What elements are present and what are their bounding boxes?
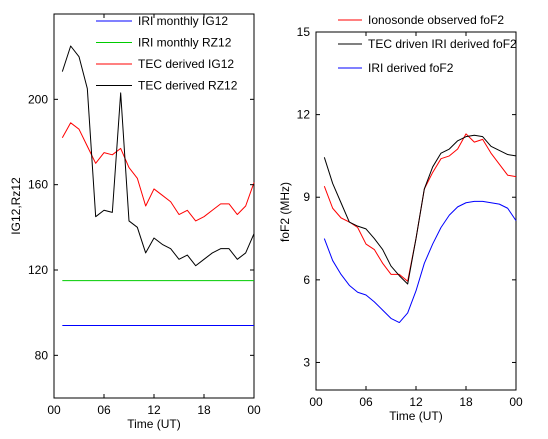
x-tick-label: 18 — [197, 403, 211, 417]
plot-area-frame — [315, 31, 517, 391]
y-tick-label: 12 — [297, 108, 311, 122]
series-line-iri-derived-fof2 — [323, 200, 517, 324]
y-tick-label: 160 — [28, 178, 48, 192]
series-lines — [61, 45, 255, 326]
y-tick-label: 9 — [303, 190, 310, 204]
legend-entry: IRI monthly IG12 — [138, 14, 228, 28]
legend-entry: TEC derived IG12 — [138, 57, 234, 71]
x-tick-label: 06 — [97, 403, 111, 417]
y-axis-label: foF2 (MHz) — [278, 182, 292, 242]
x-tick-label: 18 — [459, 395, 473, 409]
legend-entry: IRI monthly RZ12 — [138, 36, 232, 50]
legend-entry: Ionosonde observed foF2 — [368, 13, 504, 27]
y-tick-label: 120 — [28, 263, 48, 277]
axis-ticks: 00 06 12 18 00 80 120 160 200 — [28, 14, 261, 417]
y-tick-label: 80 — [35, 348, 49, 362]
legend-entry: IRI derived foF2 — [368, 61, 454, 75]
x-tick-label: 00 — [509, 395, 523, 409]
series-line-tec-derived-ig12 — [61, 122, 255, 222]
y-tick-label: 6 — [303, 273, 310, 287]
legend-entry: TEC driven IRI derived foF2 — [368, 37, 517, 51]
legend: Ionosonde observed foF2 TEC driven IRI de… — [338, 13, 517, 75]
series-line-ionosonde-observed-fof2 — [323, 133, 517, 282]
y-tick-label: 3 — [303, 355, 310, 369]
legend-entry: TEC derived RZ12 — [138, 79, 238, 93]
series-lines — [323, 133, 517, 324]
x-tick-label: 06 — [359, 395, 373, 409]
y-axis-label: IG12,Rz12 — [9, 177, 23, 235]
fof2-panel: 00 06 12 18 00 3 6 9 12 15 Ionosonde observed foF… — [278, 13, 523, 423]
x-axis-label: Time (UT) — [389, 409, 443, 423]
y-tick-label: 200 — [28, 92, 48, 106]
x-tick-label: 00 — [247, 403, 261, 417]
x-axis-label: Time (UT) — [127, 417, 181, 431]
y-tick-label: 15 — [297, 25, 311, 39]
x-tick-label: 00 — [47, 403, 61, 417]
x-tick-label: 12 — [409, 395, 423, 409]
plot-area-frame — [53, 13, 255, 399]
axis-ticks: 00 06 12 18 00 3 6 9 12 15 — [297, 25, 523, 409]
series-line-tec-derived-rz12 — [61, 45, 255, 267]
series-line-tec-driven-iri-derived-fof2 — [323, 134, 517, 285]
x-tick-label: 12 — [147, 403, 161, 417]
x-tick-label: 00 — [309, 395, 323, 409]
legend: IRI monthly IG12 IRI monthly RZ12 TEC deri… — [96, 14, 238, 93]
